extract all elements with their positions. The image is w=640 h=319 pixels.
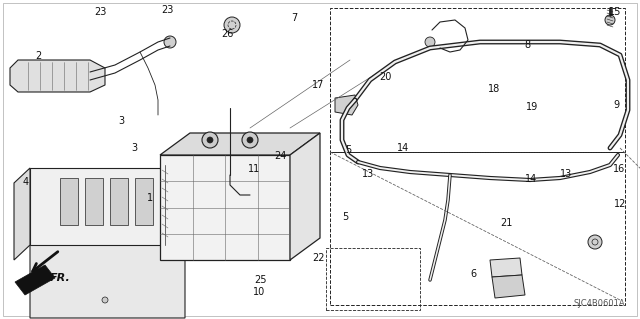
Text: 6: 6 (470, 269, 477, 279)
Text: 17: 17 (312, 80, 324, 91)
Polygon shape (14, 168, 30, 260)
Text: 11: 11 (248, 164, 260, 174)
Circle shape (102, 297, 108, 303)
Text: 20: 20 (379, 72, 391, 82)
Circle shape (202, 132, 218, 148)
Text: 14: 14 (525, 174, 537, 184)
Polygon shape (85, 178, 103, 225)
Text: 7: 7 (291, 12, 298, 23)
Polygon shape (110, 178, 128, 225)
Polygon shape (60, 178, 78, 225)
Circle shape (242, 132, 258, 148)
Text: SJC4B0601A: SJC4B0601A (573, 299, 625, 308)
Bar (330, 152, 625, 305)
Circle shape (425, 37, 435, 47)
Text: 5: 5 (342, 212, 349, 222)
Polygon shape (30, 168, 165, 245)
Text: 13: 13 (560, 169, 572, 179)
Text: 21: 21 (500, 218, 513, 228)
Text: 16: 16 (613, 164, 625, 174)
Circle shape (224, 17, 240, 33)
Polygon shape (135, 178, 153, 225)
Circle shape (207, 137, 213, 143)
Text: 19: 19 (526, 102, 538, 112)
Circle shape (164, 36, 176, 48)
Polygon shape (160, 155, 290, 260)
Polygon shape (335, 95, 358, 115)
Text: 9: 9 (613, 100, 620, 110)
Text: 13: 13 (362, 169, 374, 179)
Bar (330, 8, 625, 152)
Text: 24: 24 (274, 151, 286, 161)
Circle shape (247, 137, 253, 143)
Polygon shape (10, 60, 105, 92)
Text: 4: 4 (22, 177, 29, 187)
Text: FR.: FR. (50, 273, 71, 283)
Text: 18: 18 (488, 84, 500, 94)
Polygon shape (290, 133, 320, 260)
Polygon shape (490, 258, 522, 277)
Circle shape (605, 15, 615, 25)
Bar (326, 248, 420, 310)
Polygon shape (30, 228, 185, 318)
Text: 8: 8 (525, 40, 531, 50)
Polygon shape (160, 133, 320, 155)
Text: 10: 10 (253, 287, 265, 297)
Text: 22: 22 (312, 253, 325, 263)
Text: 25: 25 (255, 275, 268, 285)
Text: 1: 1 (147, 193, 154, 203)
Circle shape (588, 235, 602, 249)
Polygon shape (15, 265, 55, 295)
Text: 2: 2 (35, 51, 42, 61)
Text: 12: 12 (614, 199, 627, 209)
Text: 3: 3 (118, 116, 125, 126)
Text: 5: 5 (346, 145, 352, 155)
Text: 15: 15 (609, 7, 621, 17)
Text: 14: 14 (397, 143, 409, 153)
Text: 23: 23 (95, 7, 107, 17)
Circle shape (341, 98, 355, 112)
Text: 23: 23 (161, 4, 173, 15)
Polygon shape (492, 275, 525, 298)
Text: 26: 26 (221, 29, 233, 40)
Text: 3: 3 (131, 143, 138, 153)
